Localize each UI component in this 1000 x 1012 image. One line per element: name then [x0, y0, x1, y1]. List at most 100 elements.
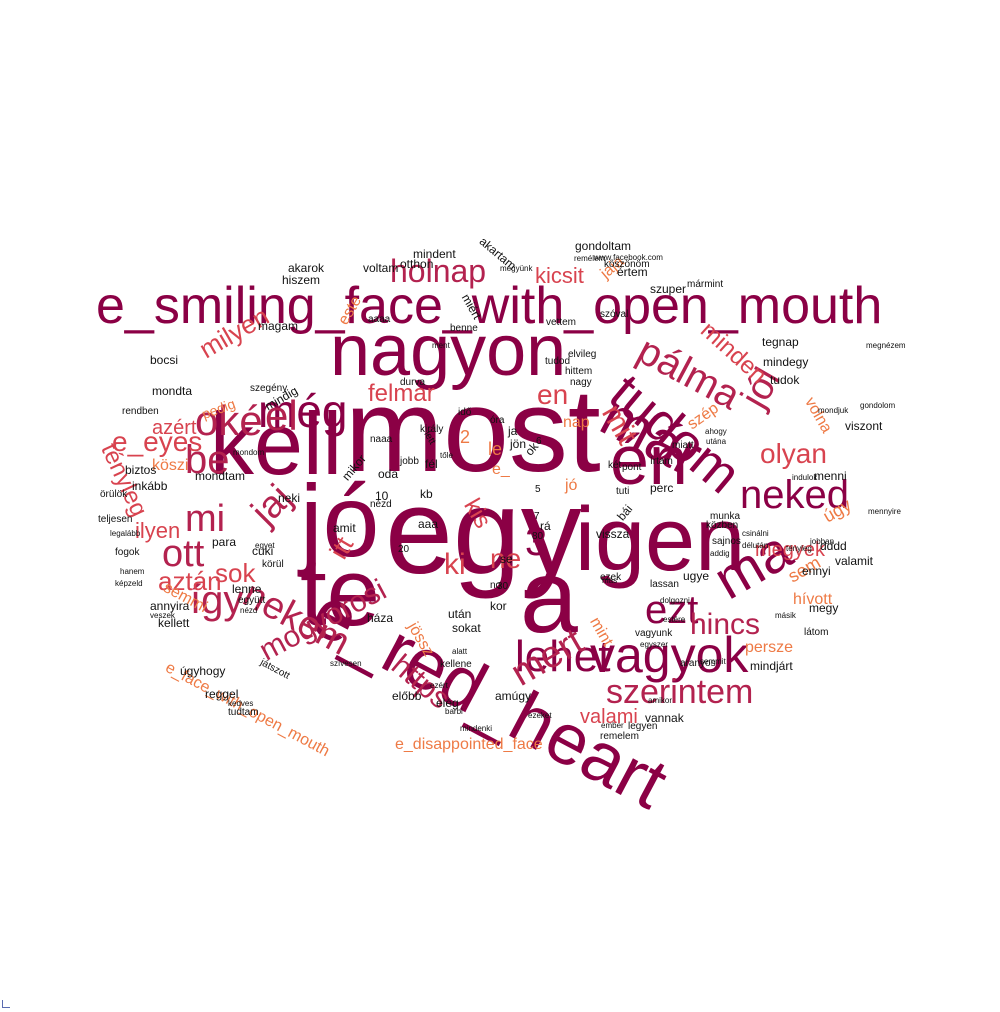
word-ennyi: ennyi	[802, 564, 831, 578]
word-aranyos: aranyos	[680, 658, 716, 669]
word-úgyhogy: úgyhogy	[180, 664, 226, 678]
word-persze: persze	[745, 639, 794, 656]
word-biztos: biztos	[125, 463, 157, 477]
word-felmar: felmar	[368, 380, 435, 407]
word-cuki: cuki	[252, 544, 274, 558]
word-barbi: barbi	[445, 707, 463, 716]
word-7: 7	[534, 511, 540, 522]
word-nagyon: nagyon	[330, 311, 567, 391]
word-szuper: szuper	[650, 282, 687, 296]
word-köszönöm: köszönöm	[604, 259, 650, 270]
word-vagyok: vagyok	[590, 627, 749, 683]
word-perc: perc	[650, 481, 674, 495]
word-most: most	[345, 365, 601, 497]
word-aaa: aaa	[418, 517, 439, 531]
word-hiszem: hiszem	[282, 273, 321, 287]
word-ezek: ezek	[600, 572, 622, 583]
word-naaa: naaa	[370, 434, 393, 445]
word-6: 6	[536, 436, 542, 447]
word-mindenki: mindenki	[460, 724, 493, 733]
word-jobban: jobban	[810, 537, 835, 546]
word-30: 30	[497, 581, 509, 592]
word-kell: kell	[210, 394, 343, 493]
word-utána: utána	[706, 437, 727, 446]
word-rendben: rendben	[122, 406, 159, 417]
word-5: 5	[535, 484, 541, 495]
word-hincs: hincs	[690, 608, 761, 641]
word-hittem: hittem	[565, 366, 593, 377]
word-tudod: tudod	[545, 356, 571, 367]
word-ezeket: ezeket	[528, 711, 552, 720]
word-oda: oda	[378, 467, 399, 481]
word-addig: addig	[710, 549, 730, 558]
word-akarok: akarok	[288, 261, 325, 275]
word-rá: rá	[540, 519, 551, 533]
word-ezt: ezt	[645, 588, 699, 632]
word-másik: másik	[775, 611, 796, 620]
word-lehet: lehet	[515, 632, 611, 681]
word-délután: délután	[742, 541, 769, 550]
word-menni: menni	[814, 469, 847, 483]
word-aaaa: aaaa	[368, 314, 391, 325]
corner-mark	[2, 1000, 10, 1008]
word-tényleg: tényleg	[786, 544, 812, 553]
word-nézd: nézd	[240, 606, 258, 615]
word-no: no	[490, 580, 502, 591]
word-fogok: fogok	[115, 547, 140, 558]
word-kellett: kellett	[158, 616, 190, 630]
word-szívesen: szívesen	[330, 659, 362, 668]
word-után: után	[448, 607, 472, 621]
word-mindegy: mindegy	[763, 355, 809, 369]
word-semmit: semmit	[700, 657, 726, 666]
word-értem: értem	[617, 265, 648, 279]
word-mindent: mindent	[413, 247, 456, 261]
word-neki: neki	[278, 491, 301, 505]
word-veszek: veszek	[150, 611, 175, 620]
word-mármint: mármint	[687, 279, 724, 290]
word-mondtam: mondtam	[195, 469, 246, 483]
word-szerintem: szerintem	[606, 673, 754, 711]
word-köszi: köszi	[152, 457, 189, 474]
word-óra: óra	[490, 415, 505, 426]
word-mi: mi	[185, 498, 226, 540]
word-szóval: szóval	[600, 309, 629, 320]
word-benne: benne	[450, 323, 478, 334]
word-fél: fél	[425, 457, 438, 471]
word-háza: háza	[367, 611, 394, 625]
word-3: 3	[525, 520, 548, 564]
word-így: így	[190, 578, 244, 622]
word-tőle: tőle	[440, 451, 453, 460]
word-oké: oké	[195, 397, 263, 444]
word-más: más	[602, 576, 618, 585]
word-en: en	[537, 379, 569, 410]
word-80: 80	[532, 531, 544, 542]
word-egyszer: egyszer	[640, 640, 669, 649]
word-hívott: hívott	[793, 591, 833, 608]
word-10: 10	[375, 489, 389, 503]
word-jön: jön	[510, 437, 527, 451]
word-együtt: együtt	[238, 595, 266, 606]
word-látom: látom	[804, 627, 829, 638]
word-ember: ember	[601, 721, 624, 730]
word-a: a	[520, 539, 578, 655]
word-2: 2	[460, 427, 471, 447]
word-dolgozni: dolgozni	[660, 596, 690, 605]
word-te: te	[300, 539, 381, 646]
word-holnap: holnap	[390, 253, 487, 289]
word-mindjárt: mindjárt	[750, 659, 793, 673]
word-remélem: remélem	[574, 254, 606, 263]
word-nagy: nagy	[570, 377, 592, 388]
word-sokat: sokat	[452, 621, 481, 635]
word-azért: azért	[152, 417, 197, 439]
word-egy: egy	[385, 463, 582, 599]
word-e: e_	[492, 461, 510, 478]
word-vettem: vettem	[546, 317, 577, 328]
word-aztán: aztán	[158, 566, 222, 596]
word-annyira: annyira	[150, 599, 190, 613]
word-vagyunk: vagyunk	[635, 628, 673, 639]
word-reggel: reggel	[205, 687, 239, 701]
word-két: két	[608, 460, 622, 471]
word-ilyen: ilyen	[135, 518, 181, 543]
word-20: 20	[398, 544, 410, 555]
